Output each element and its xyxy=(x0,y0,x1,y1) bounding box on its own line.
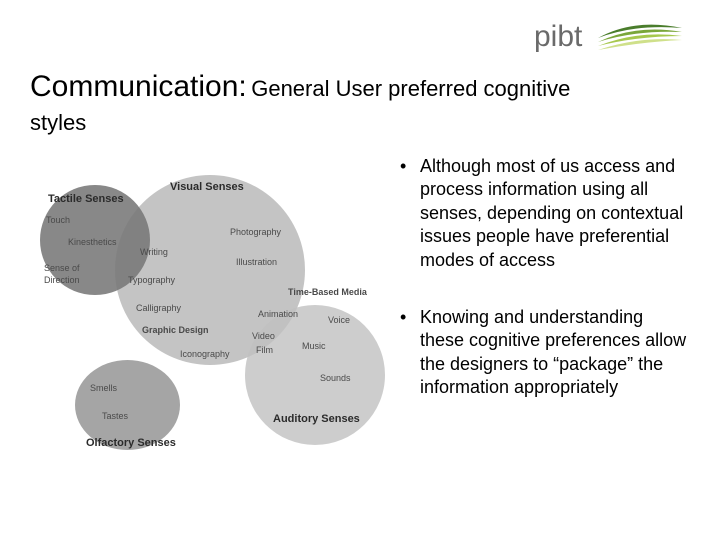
label-writing: Writing xyxy=(140,247,168,257)
label-smells: Smells xyxy=(90,383,117,393)
bullet-dot-icon: • xyxy=(400,155,420,272)
label-video: Video xyxy=(252,331,275,341)
label-music: Music xyxy=(302,341,326,351)
label-animation: Animation xyxy=(258,309,298,319)
label-touch: Touch xyxy=(46,215,70,225)
label-kinesthetics: Kinesthetics xyxy=(68,237,117,247)
senses-venn-diagram: Tactile Senses Visual Senses Auditory Se… xyxy=(30,155,380,465)
logo-swoosh-icon xyxy=(598,25,682,50)
label-graphic-design: Graphic Design xyxy=(142,325,209,335)
label-iconography: Iconography xyxy=(180,349,230,359)
label-calligraphy: Calligraphy xyxy=(136,303,181,313)
title-block: Communication: General User preferred co… xyxy=(30,70,690,136)
brand-logo: pibt xyxy=(534,14,684,65)
bullet-dot-icon: • xyxy=(400,306,420,400)
label-sounds: Sounds xyxy=(320,373,351,383)
bullet-item: • Knowing and understanding these cognit… xyxy=(400,306,690,400)
label-sod1: Sense of xyxy=(44,263,80,273)
label-film: Film xyxy=(256,345,273,355)
label-auditory: Auditory Senses xyxy=(273,413,360,425)
label-illustration: Illustration xyxy=(236,257,277,267)
label-voice: Voice xyxy=(328,315,350,325)
title-main: Communication: xyxy=(30,70,247,103)
label-tbm: Time-Based Media xyxy=(288,287,367,297)
logo-text: pibt xyxy=(534,20,583,53)
bullet-text: Knowing and understanding these cognitiv… xyxy=(420,306,690,400)
slide: pibt Communication: General User preferr… xyxy=(0,0,720,540)
label-tastes: Tastes xyxy=(102,411,128,421)
diagram-column: Tactile Senses Visual Senses Auditory Se… xyxy=(30,155,380,520)
content-area: Tactile Senses Visual Senses Auditory Se… xyxy=(30,155,690,520)
label-visual: Visual Senses xyxy=(170,181,244,193)
title-line2: styles xyxy=(30,110,690,136)
label-photography: Photography xyxy=(230,227,281,237)
bullet-item: • Although most of us access and process… xyxy=(400,155,690,272)
bullet-column: • Although most of us access and process… xyxy=(380,155,690,520)
label-typography: Typography xyxy=(128,275,175,285)
title-sub: General User preferred cognitive xyxy=(251,76,570,101)
label-tactile: Tactile Senses xyxy=(48,193,124,205)
label-sod2: Direction xyxy=(44,275,80,285)
label-olfactory: Olfactory Senses xyxy=(86,437,176,449)
bullet-text: Although most of us access and process i… xyxy=(420,155,690,272)
